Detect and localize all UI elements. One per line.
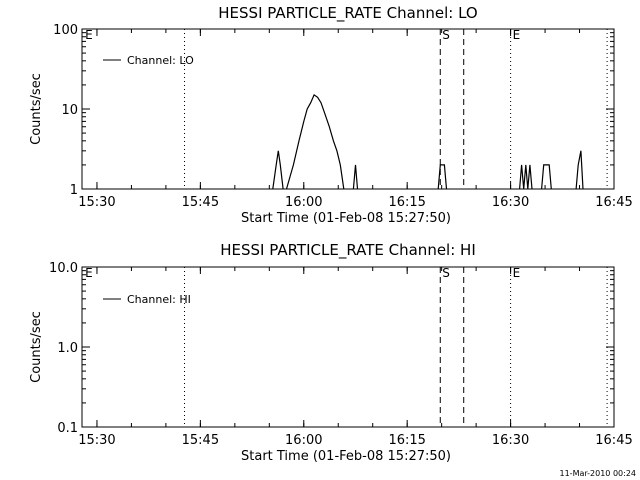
time-marker-label: S [442, 266, 450, 280]
time-marker-label: E [513, 266, 521, 280]
time-marker-label: E [85, 266, 93, 280]
x-tick-label: 16:45 [595, 433, 632, 448]
y-tick-label: 1 [70, 183, 78, 198]
x-tick-label: 16:15 [388, 433, 425, 448]
y-tick-label: 10 [61, 103, 78, 118]
x-tick-label: 15:30 [78, 433, 115, 448]
series-line-segment [272, 150, 284, 190]
chart-title: HESSI PARTICLE_RATE Channel: HI [220, 241, 476, 260]
x-tick-label: 16:30 [492, 433, 529, 448]
x-tick-label: 16:30 [492, 195, 529, 210]
plot-frame [81, 266, 615, 428]
series-line-segment [519, 164, 533, 190]
y-tick-label: 10.0 [49, 261, 78, 276]
y-axis-label: Counts/sec [29, 311, 44, 383]
y-tick-label: 0.1 [57, 421, 78, 436]
x-tick-label: 16:00 [285, 195, 322, 210]
legend-label: Channel: LO [127, 54, 194, 67]
chart-title: HESSI PARTICLE_RATE Channel: LO [218, 4, 477, 23]
x-axis-label: Start Time (01-Feb-08 15:27:50) [241, 211, 451, 226]
x-tick-label: 15:45 [182, 195, 219, 210]
x-tick-label: 15:45 [182, 433, 219, 448]
series-line-segment [541, 164, 552, 190]
series-line-segment [437, 164, 448, 190]
y-axis-label: Counts/sec [29, 73, 44, 145]
x-tick-label: 15:30 [78, 195, 115, 210]
series-line-segment [285, 93, 345, 190]
y-tick-label: 100 [53, 23, 78, 38]
x-tick-label: 16:00 [285, 433, 322, 448]
x-tick-label: 16:45 [595, 195, 632, 210]
legend-label: Channel: HI [127, 293, 191, 306]
y-tick-label: 1.0 [57, 341, 78, 356]
x-axis-label: Start Time (01-Feb-08 15:27:50) [241, 449, 451, 464]
footer-timestamp: 11-Mar-2010 00:24 [560, 469, 637, 478]
plot-frame [81, 28, 615, 190]
time-marker-label: E [513, 28, 521, 42]
x-tick-label: 16:15 [388, 195, 425, 210]
time-marker-label: S [442, 28, 450, 42]
series-line-segment [352, 164, 359, 190]
series-line-segment [575, 150, 584, 190]
time-marker-label: E [85, 28, 93, 42]
